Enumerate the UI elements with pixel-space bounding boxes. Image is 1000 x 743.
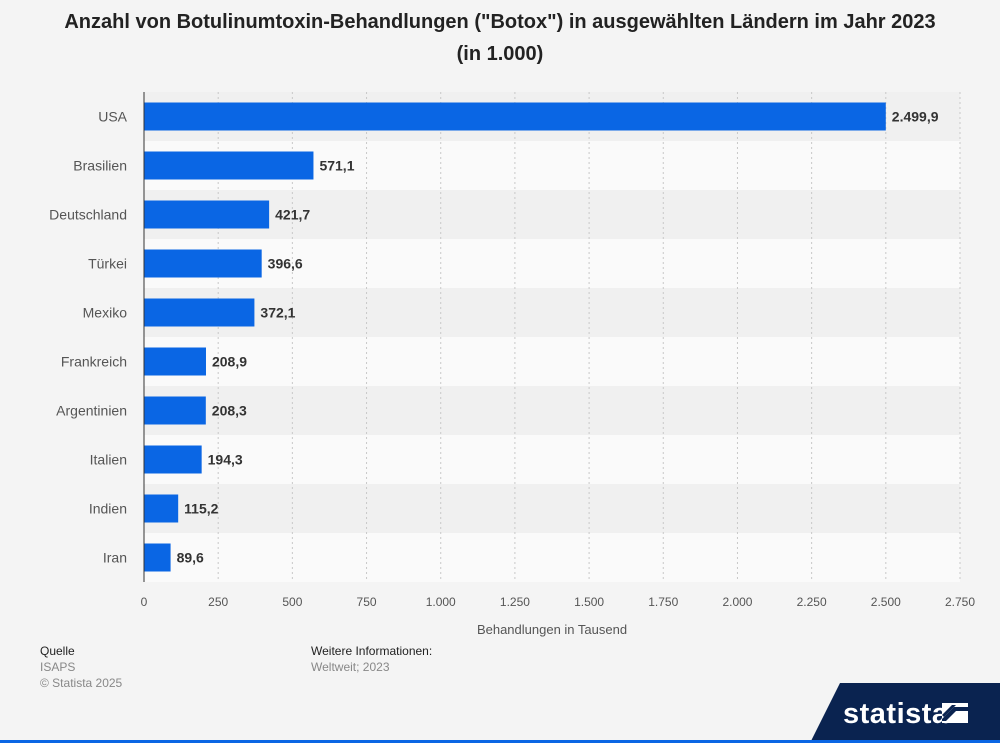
x-tick-label: 2.000 [722,595,752,609]
x-tick-label: 1.750 [648,595,678,609]
bar[interactable] [144,102,886,131]
value-label: 421,7 [275,207,310,223]
row-band [144,386,960,435]
category-label: USA [98,109,127,125]
x-tick-label: 1.500 [574,595,604,609]
value-label: 115,2 [184,501,218,517]
category-label: Italien [90,452,127,468]
copyright: © Statista 2025 [40,676,123,690]
value-labels: 2.499,9 571,1 421,7 396,6 372,1 208,9 208,3 194… [177,109,939,566]
row-bands [144,92,960,582]
bar[interactable] [144,445,202,474]
bar[interactable] [144,396,206,425]
category-label: Iran [103,550,127,566]
x-tick-label: 250 [208,595,228,609]
bar[interactable] [144,249,262,278]
value-label: 2.499,9 [892,109,939,125]
value-label: 571,1 [319,158,354,174]
source-value: ISAPS [40,660,76,674]
value-label: 208,9 [212,354,247,370]
row-band [144,484,960,533]
row-band [144,288,960,337]
row-band [144,239,960,288]
bar[interactable] [144,151,314,180]
bottom-accent-line [0,740,1000,743]
category-label: Argentinien [56,403,127,419]
x-tick-label: 0 [141,595,148,609]
bar[interactable] [144,200,270,229]
x-tick-label: 500 [282,595,302,609]
row-band [144,435,960,484]
row-band [144,337,960,386]
category-labels: USA Brasilien Deutschland Türkei Mexiko Frank… [49,109,127,566]
x-tick-label: 1.250 [500,595,530,609]
statista-logo[interactable]: statista [810,683,1000,743]
value-label: 89,6 [177,550,204,566]
source-heading: Quelle [40,644,75,658]
chart-title: Anzahl von Botulinumtoxin-Behandlungen (… [64,11,936,65]
logo-wordmark: statista [843,698,949,730]
value-label: 372,1 [260,305,295,321]
category-label: Deutschland [49,207,127,223]
source-block: Quelle ISAPS © Statista 2025 [40,643,122,691]
category-label: Mexiko [83,305,128,321]
bar[interactable] [144,347,206,376]
value-label: 208,3 [212,403,247,419]
row-band [144,190,960,239]
x-tick-label: 2.500 [871,595,901,609]
x-axis-title: Behandlungen in Tausend [477,622,627,637]
bar[interactable] [144,494,179,523]
logo-background [810,683,1000,743]
bars [144,102,886,572]
x-tick-labels: 0 250 500 750 1.000 1.250 1.500 1.750 2.000 2.250… [141,595,976,609]
value-label: 194,3 [208,452,243,468]
category-label: Brasilien [73,158,127,174]
bar[interactable] [144,543,171,572]
bar[interactable] [144,298,255,327]
statista-logo-icon [942,703,968,723]
info-block: Weitere Informationen: Weltweit; 2023 [311,643,432,675]
x-tick-label: 750 [357,595,377,609]
info-heading: Weitere Informationen: [311,644,433,658]
value-label: 396,6 [268,256,303,272]
info-value: Weltweit; 2023 [311,660,390,674]
category-label: Indien [89,501,127,517]
category-label: Frankreich [61,354,127,370]
category-label: Türkei [88,256,127,272]
x-tick-label: 2.750 [945,595,975,609]
x-tick-label: 1.000 [426,595,456,609]
bar-chart: USA Brasilien Deutschland Türkei Mexiko Frank… [49,92,976,637]
x-tick-label: 2.250 [797,595,827,609]
row-band [144,533,960,582]
